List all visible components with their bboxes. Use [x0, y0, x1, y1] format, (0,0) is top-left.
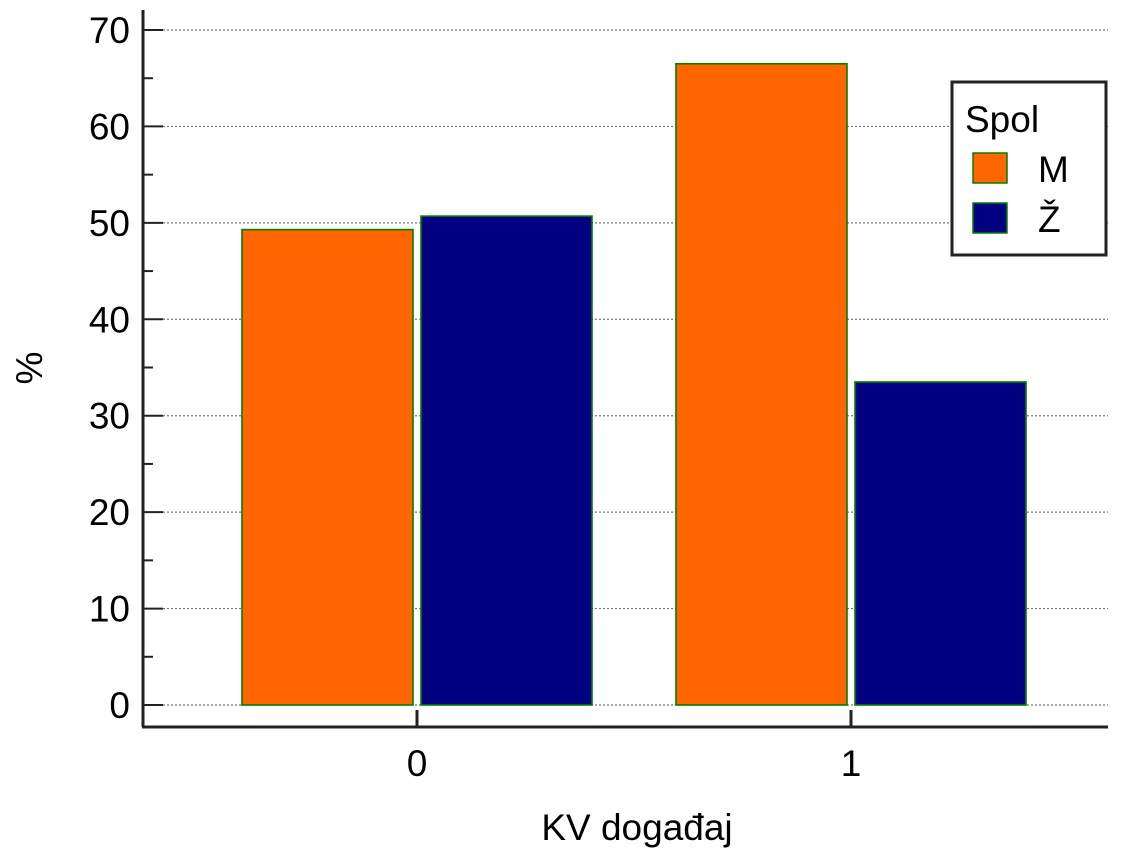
y-tick-label: 20: [89, 492, 130, 533]
legend-title: Spol: [965, 99, 1039, 140]
bar-m-0: [241, 228, 414, 706]
y-tick-label: 50: [89, 203, 130, 244]
y-axis-label: %: [9, 352, 50, 385]
y-tick-label: 30: [89, 396, 130, 437]
y-tick-label: 70: [89, 10, 130, 51]
legend-swatch-z: [972, 202, 1008, 234]
y-ticks: 0 10 20 30 40 50 60 70: [89, 10, 163, 726]
x-tick-label: 0: [407, 743, 428, 784]
bar-m-1: [675, 62, 848, 706]
bar-z-1: [854, 381, 1027, 706]
legend-swatch-m: [972, 152, 1008, 184]
legend-label-m: M: [1038, 149, 1069, 190]
bar-z-0: [420, 215, 593, 706]
y-tick-label: 10: [89, 589, 130, 630]
legend: Spol M Ž: [950, 80, 1108, 257]
y-tick-label: 40: [89, 299, 130, 340]
bars: [241, 62, 1027, 706]
legend-label-z: Ž: [1038, 199, 1061, 240]
y-tick-label: 60: [89, 106, 130, 147]
x-tick-label: 1: [841, 743, 862, 784]
y-tick-label: 0: [109, 685, 130, 726]
x-axis-label: KV događaj: [541, 807, 732, 848]
